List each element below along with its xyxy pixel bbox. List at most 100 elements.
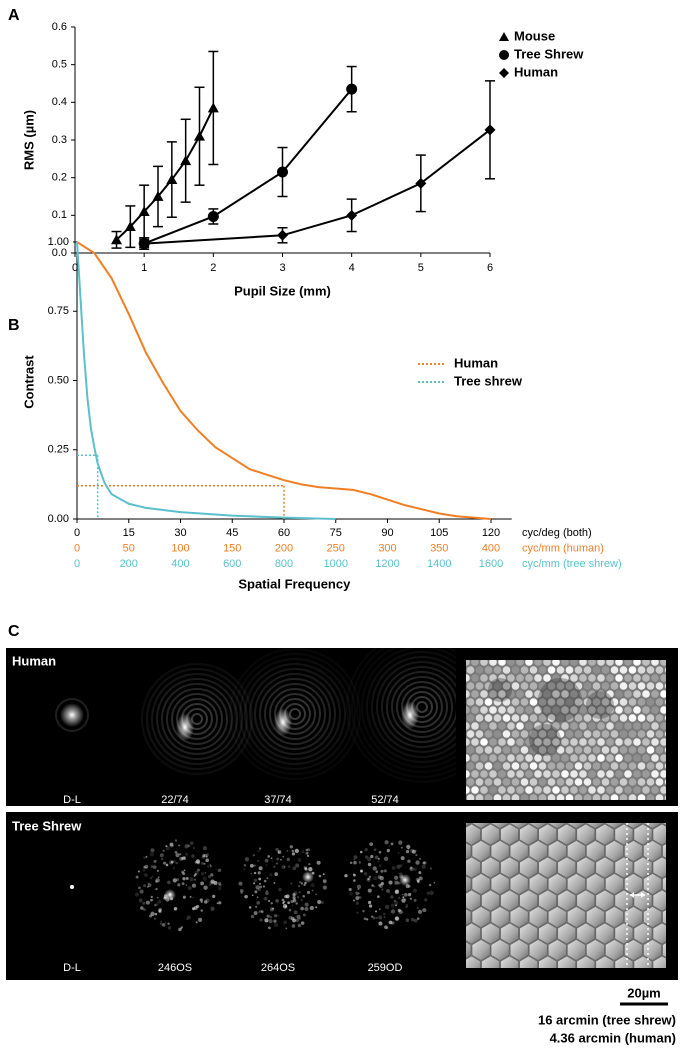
psf-speckle (422, 908, 427, 913)
cone (520, 682, 529, 690)
psf-speckle (150, 911, 155, 916)
psf-speckle (393, 899, 397, 903)
psf-speckle (258, 877, 262, 881)
psf-speckle (240, 889, 244, 893)
cone (570, 660, 578, 666)
cone (583, 778, 592, 786)
cone-hex (662, 909, 666, 925)
psf-speckle (378, 850, 382, 854)
psf-speckle (257, 859, 260, 862)
psf-speckle (163, 861, 166, 865)
cone (610, 666, 619, 674)
cone (543, 690, 551, 698)
x-axis-title: Pupil Size (mm) (234, 283, 331, 298)
psf-speckle (285, 894, 290, 899)
cone (561, 786, 569, 794)
cone (651, 738, 659, 746)
cone (570, 738, 578, 746)
cone-hex (471, 823, 491, 829)
cone-hex (500, 955, 519, 968)
cone (529, 698, 538, 706)
cone-hex (519, 856, 539, 879)
psf-speckle (390, 909, 396, 914)
image-label: 264OS (261, 962, 295, 974)
psf-speckle (186, 918, 189, 921)
psf-speckle (259, 918, 263, 922)
cone-hex (557, 856, 577, 879)
cone (471, 786, 479, 794)
psf-speckle (380, 881, 384, 886)
cone (529, 714, 538, 722)
cone (471, 674, 479, 682)
cone (570, 770, 578, 778)
cone (642, 660, 650, 666)
psf-speckle (195, 921, 198, 924)
psf-speckle (366, 918, 369, 921)
cone (619, 714, 628, 722)
cone (606, 660, 614, 666)
cone (588, 738, 596, 746)
cone (565, 730, 574, 738)
psf-speckle (200, 909, 203, 912)
psf-speckle (391, 866, 396, 870)
cone (664, 683, 666, 689)
cone-hex (624, 939, 643, 961)
psf-speckle (250, 914, 255, 919)
secondary-tick-unit: cyc/mm (tree shrew) (522, 558, 622, 570)
cone (475, 778, 484, 786)
psf-speckle (358, 892, 360, 895)
psf-speckle (322, 873, 325, 876)
psf-speckle (348, 887, 352, 892)
cone-hex (652, 889, 666, 912)
psf-speckle (185, 884, 188, 886)
psf-speckle (283, 900, 286, 903)
psf-speckle (382, 912, 386, 916)
psf-speckle (292, 893, 296, 897)
image-label: 52/74 (371, 794, 399, 806)
psf-speckle (158, 908, 162, 912)
cone (592, 762, 601, 770)
cone (498, 722, 506, 730)
cone-hex (547, 939, 567, 961)
cone (511, 746, 520, 754)
psf-speckle (303, 883, 306, 887)
psf-speckle (155, 888, 158, 891)
psf-speckle (378, 883, 382, 887)
cone (574, 666, 583, 674)
psf-speckle (317, 900, 322, 905)
cone (480, 706, 488, 714)
psf-speckle (311, 889, 314, 892)
cone (615, 770, 623, 778)
cone (556, 698, 565, 706)
cone (480, 770, 488, 778)
psf-speckle (276, 857, 280, 861)
secondary-tick-label: 1000 (324, 558, 348, 570)
cone-hex (586, 873, 605, 895)
psf-ring (156, 678, 238, 760)
cone (525, 674, 533, 682)
psf-speckle (397, 851, 400, 854)
psf-speckle (300, 921, 305, 925)
cone (660, 738, 666, 746)
psf-speckle (255, 885, 260, 890)
psf-speckle (288, 908, 292, 912)
cone-hex (605, 873, 624, 895)
psf-speckle (429, 890, 434, 895)
cone (538, 794, 547, 800)
cone-hex (547, 823, 567, 829)
cone (664, 763, 666, 769)
psf-ring (371, 656, 456, 758)
psf-speckle (155, 902, 159, 906)
cone (556, 730, 565, 738)
cone (480, 660, 488, 666)
cone (646, 698, 655, 706)
cone (525, 770, 533, 778)
psf-speckle (240, 891, 243, 894)
psf-speckle (407, 859, 411, 863)
cone (516, 786, 524, 794)
cone (520, 778, 529, 786)
psf-spot (176, 713, 194, 741)
psf-speckle (388, 892, 391, 895)
cone-hex (528, 840, 548, 862)
psf-speckle (290, 882, 293, 885)
